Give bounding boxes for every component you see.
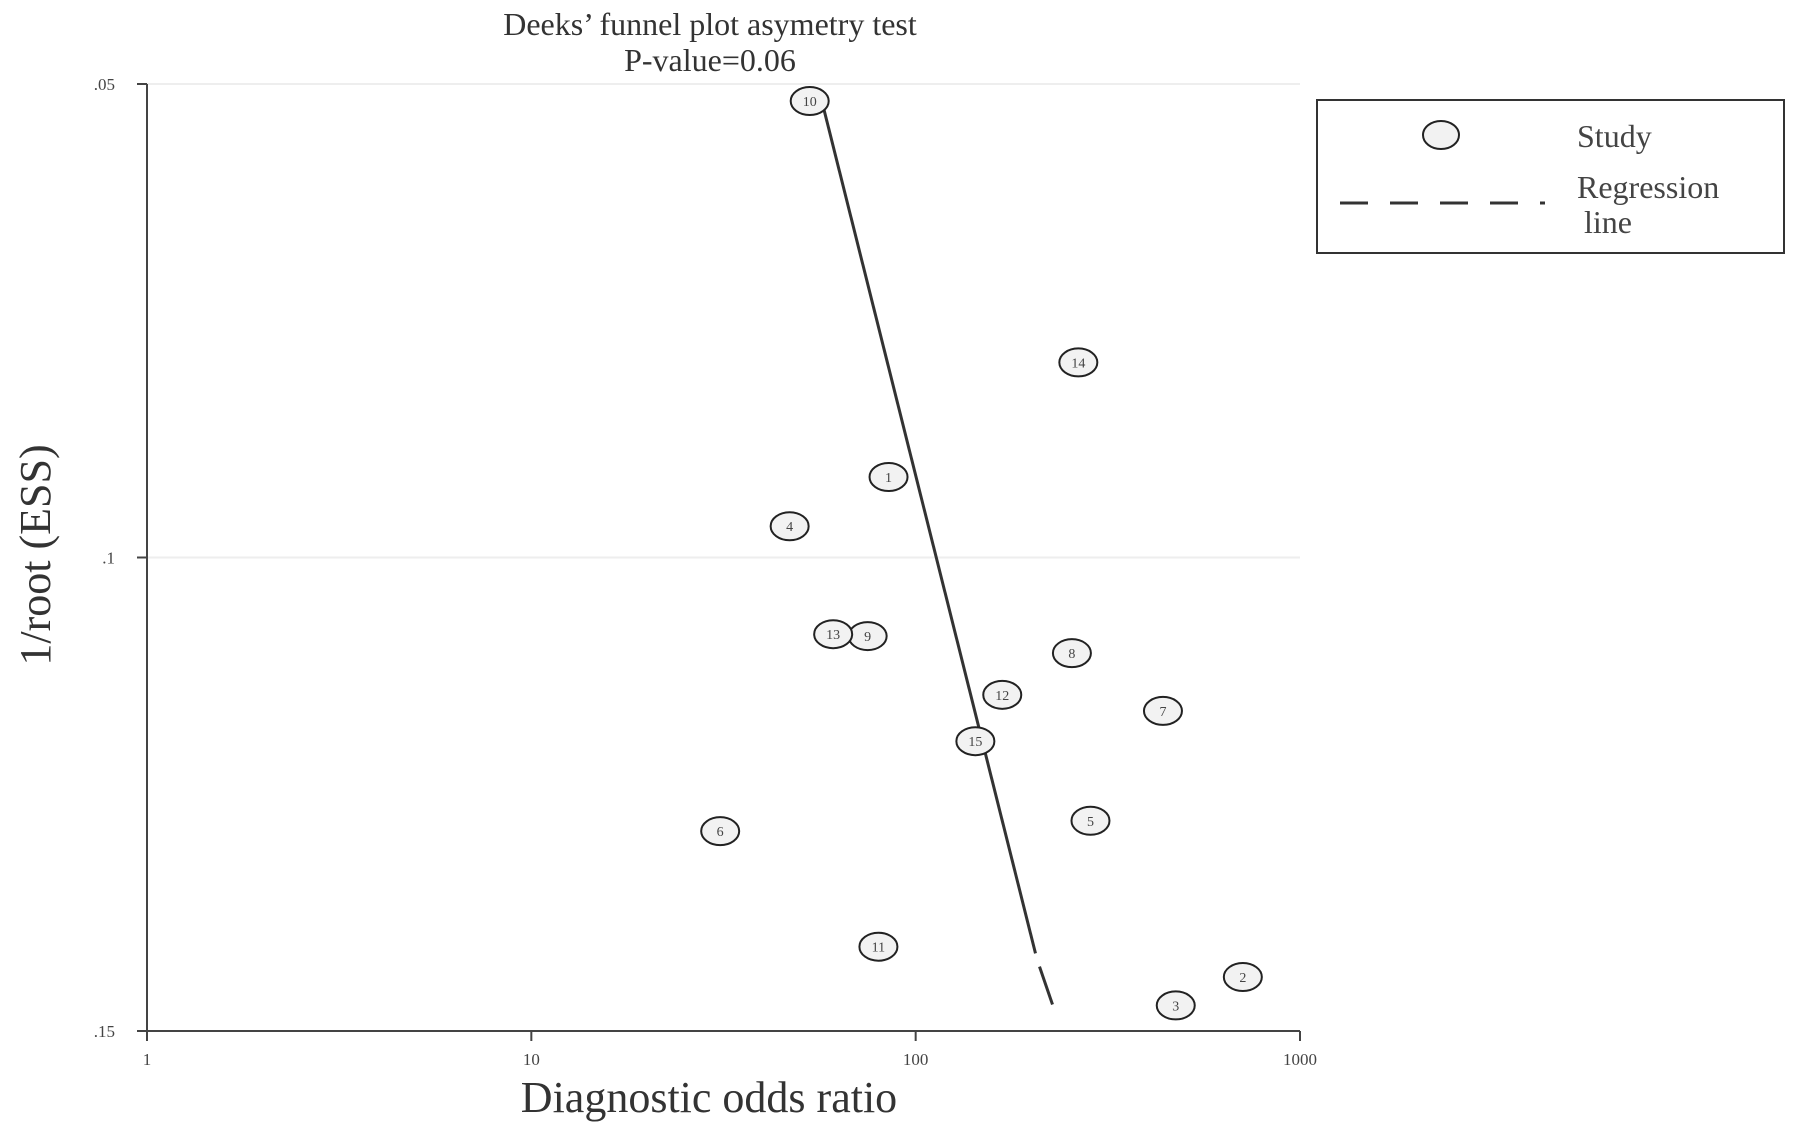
study-point: 8 bbox=[1051, 638, 1092, 669]
study-point-label: 10 bbox=[803, 95, 817, 110]
study-marker bbox=[868, 462, 909, 493]
x-tick-label: 100 bbox=[903, 1050, 929, 1069]
x-tick-label: 10 bbox=[523, 1050, 540, 1069]
study-point: 5 bbox=[1070, 805, 1111, 836]
study-marker bbox=[1051, 638, 1092, 669]
study-point-label: 4 bbox=[786, 520, 793, 535]
study-point: 1 bbox=[868, 462, 909, 493]
study-point: 13 bbox=[813, 619, 854, 650]
x-tick-label: 1 bbox=[143, 1050, 152, 1069]
x-tick-label: 1000 bbox=[1283, 1050, 1317, 1069]
study-point: 10 bbox=[789, 86, 830, 117]
study-point-label: 3 bbox=[1172, 999, 1179, 1014]
study-point-label: 1 bbox=[885, 471, 892, 486]
study-marker bbox=[1070, 805, 1111, 836]
study-marker bbox=[1155, 990, 1196, 1021]
regression-line-dashed bbox=[1038, 966, 1054, 1005]
study-marker bbox=[789, 86, 830, 117]
study-point: 12 bbox=[982, 679, 1023, 710]
regression-line bbox=[820, 100, 1054, 1005]
legend-study-marker bbox=[1422, 120, 1460, 150]
study-marker bbox=[1142, 695, 1183, 726]
study-marker bbox=[769, 511, 810, 542]
study-point-label: 15 bbox=[968, 735, 982, 750]
study-point-label: 14 bbox=[1071, 356, 1085, 371]
study-point-label: 13 bbox=[826, 628, 840, 643]
study-point: 11 bbox=[858, 931, 899, 962]
study-point-label: 8 bbox=[1068, 647, 1075, 662]
study-point: 7 bbox=[1142, 695, 1183, 726]
regression-line-solid bbox=[820, 100, 1037, 954]
legend-regression-label-line1: Regression bbox=[1577, 169, 1719, 205]
study-point-label: 2 bbox=[1239, 971, 1246, 986]
study-marker bbox=[700, 816, 741, 847]
legend-regression-label-line2: line bbox=[1584, 204, 1632, 240]
gridlines bbox=[147, 83, 1300, 559]
study-marker bbox=[858, 931, 899, 962]
study-point: 14 bbox=[1058, 347, 1099, 378]
study-point: 15 bbox=[955, 726, 996, 757]
study-marker bbox=[982, 679, 1023, 710]
legend: Study Regression line bbox=[1316, 99, 1785, 254]
study-point-label: 5 bbox=[1087, 815, 1094, 830]
study-point: 2 bbox=[1222, 962, 1263, 993]
study-point: 6 bbox=[700, 816, 741, 847]
study-point: 4 bbox=[769, 511, 810, 542]
legend-box bbox=[1316, 99, 1785, 254]
study-marker bbox=[1222, 962, 1263, 993]
legend-study-label: Study bbox=[1577, 118, 1652, 154]
axes: .05 .1 .15 1 10 100 1000 bbox=[94, 75, 1317, 1069]
y-tick-label: .1 bbox=[102, 549, 115, 568]
x-axis-title: Diagnostic odds ratio bbox=[521, 1073, 897, 1122]
study-point-label: 12 bbox=[995, 689, 1009, 704]
study-point-label: 7 bbox=[1159, 705, 1166, 720]
chart-title: Deeks’ funnel plot asymetry test bbox=[503, 6, 917, 42]
study-point-label: 6 bbox=[717, 825, 724, 840]
study-point: 9 bbox=[847, 621, 888, 652]
chart-subtitle: P-value=0.06 bbox=[624, 42, 796, 78]
y-axis-title: 1/root (ESS) bbox=[11, 444, 60, 665]
y-tick-label: .15 bbox=[94, 1022, 115, 1041]
y-tick-label: .05 bbox=[94, 75, 115, 94]
study-point-label: 9 bbox=[864, 630, 871, 645]
study-marker bbox=[955, 726, 996, 757]
study-point-label: 11 bbox=[872, 941, 885, 956]
study-point: 3 bbox=[1155, 990, 1196, 1021]
study-marker bbox=[1058, 347, 1099, 378]
study-marker bbox=[813, 619, 854, 650]
